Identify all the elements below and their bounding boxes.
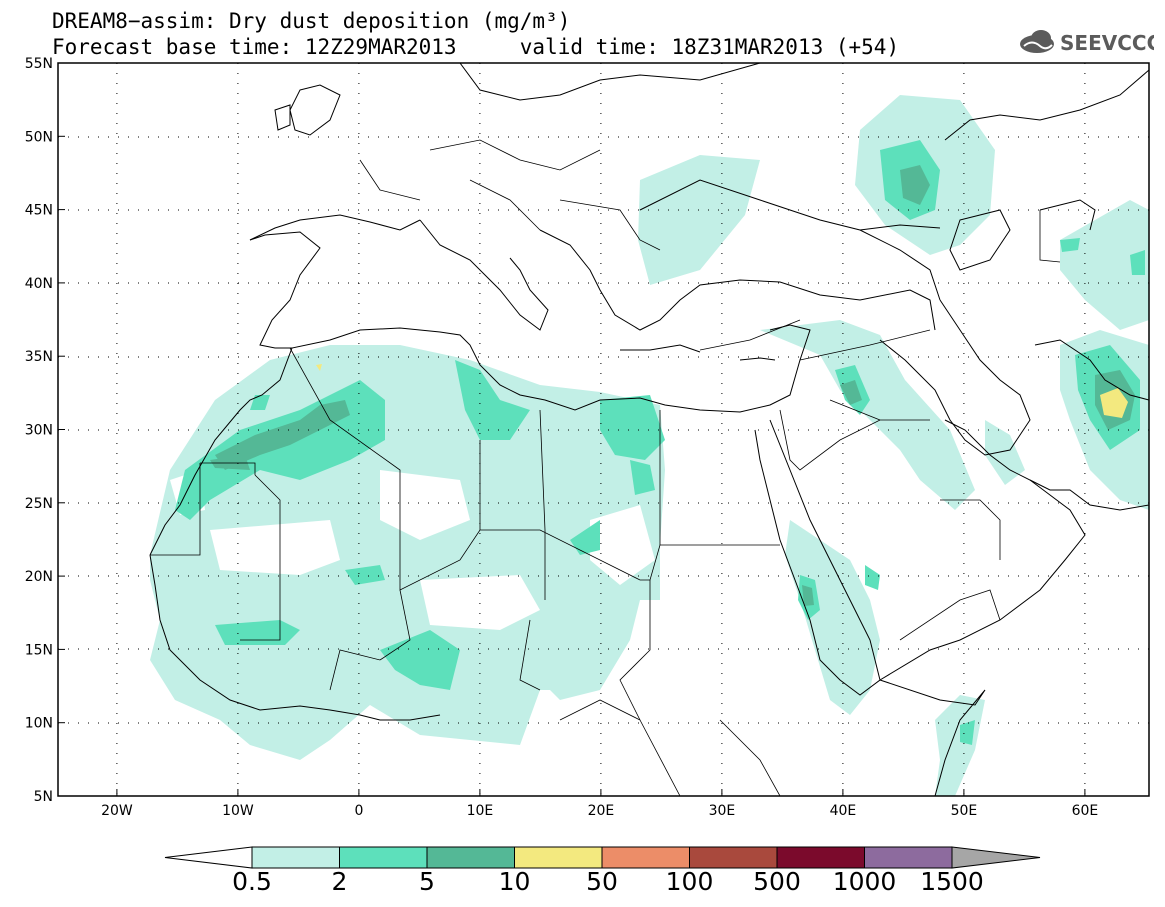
lat-tick-label: 40N bbox=[25, 276, 53, 292]
colorbar-under-arrow bbox=[164, 846, 253, 869]
latitude-ticks: 55N 50N 45N 40N 35N 30N 25N 20N 15N 10N 5N bbox=[25, 56, 65, 805]
lat-tick-label: 5N bbox=[34, 789, 53, 805]
logo-text: SEEVCCC bbox=[1060, 31, 1154, 55]
lon-tick-label: 10E bbox=[467, 803, 494, 819]
colorbar-swatch bbox=[514, 846, 603, 869]
country-borders bbox=[150, 139, 1061, 796]
colorbar-swatch bbox=[689, 846, 778, 869]
lat-tick-label: 55N bbox=[25, 56, 53, 72]
colorbar-label: 50 bbox=[586, 867, 618, 896]
lat-tick-label: 50N bbox=[25, 129, 53, 145]
colorbar-swatch bbox=[776, 846, 865, 869]
colorbar-label: 10 bbox=[498, 867, 531, 896]
lon-tick-label: 20E bbox=[588, 803, 615, 819]
cloud-icon bbox=[1020, 30, 1054, 53]
colorbar-swatch bbox=[339, 846, 428, 869]
longitude-ticks: 20W 10W 0 10E 20E 30E 40E 50E 60E bbox=[101, 789, 1098, 819]
lat-tick-label: 30N bbox=[25, 423, 53, 439]
colorbar-label: 500 bbox=[753, 867, 801, 896]
colorbar-label: 2 bbox=[331, 867, 348, 896]
lat-tick-label: 45N bbox=[25, 203, 53, 219]
lat-tick-label: 25N bbox=[25, 496, 53, 512]
lon-tick-label: 50E bbox=[951, 803, 978, 819]
lat-tick-label: 15N bbox=[25, 642, 53, 658]
lat-tick-label: 10N bbox=[25, 716, 53, 732]
lon-tick-label: 0 bbox=[354, 803, 363, 819]
colorbar-swatch bbox=[251, 846, 340, 869]
lon-tick-label: 30E bbox=[709, 803, 736, 819]
colorbar-label: 1500 bbox=[920, 867, 984, 896]
colorbar-over-arrow bbox=[951, 846, 1041, 869]
colorbar-label: 0.5 bbox=[232, 867, 272, 896]
lon-tick-label: 20W bbox=[101, 803, 133, 819]
seevccc-logo: SEEVCCC bbox=[1020, 30, 1154, 55]
lat-tick-label: 20N bbox=[25, 569, 53, 585]
lon-tick-label: 60E bbox=[1072, 803, 1099, 819]
lon-tick-label: 10W bbox=[222, 803, 254, 819]
colorbar-swatch bbox=[601, 846, 690, 869]
title-line-2: Forecast base time: 12Z29MAR2013 valid t… bbox=[52, 35, 900, 59]
dust-level4-areas bbox=[316, 364, 1128, 418]
colorbar-label: 5 bbox=[419, 867, 435, 896]
gridlines bbox=[58, 63, 1149, 796]
lon-tick-label: 40E bbox=[830, 803, 857, 819]
colorbar-swatch bbox=[426, 846, 515, 869]
colorbar-swatch bbox=[864, 846, 953, 869]
colorbar bbox=[164, 846, 1041, 869]
colorbar-label: 1000 bbox=[832, 867, 897, 896]
lat-tick-label: 35N bbox=[25, 349, 53, 365]
title-line-1: DREAM8−assim: Dry dust deposition (mg/m³… bbox=[52, 9, 571, 33]
colorbar-label: 100 bbox=[665, 867, 714, 896]
coastlines-borders bbox=[149, 63, 1149, 796]
